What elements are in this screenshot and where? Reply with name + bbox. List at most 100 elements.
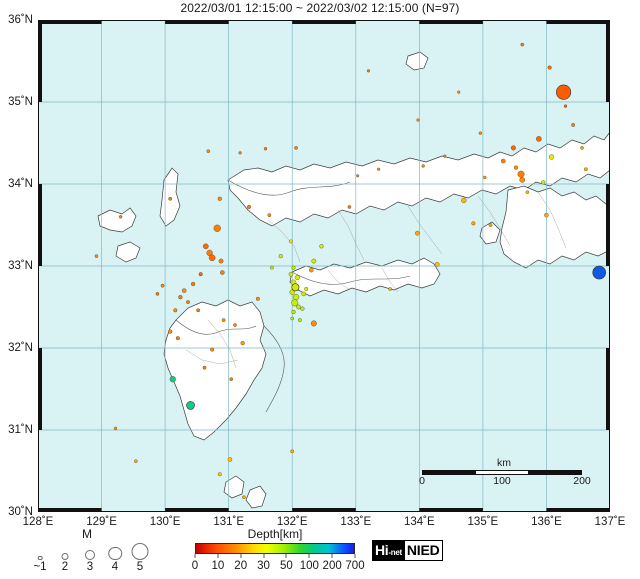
epicenter-marker bbox=[421, 164, 425, 168]
epicenter-marker bbox=[247, 204, 251, 209]
lon-tick-label-137: 137˚E bbox=[594, 516, 626, 528]
page-title: 2022/03/01 12:15:00 ~ 2022/03/02 12:15:0… bbox=[180, 1, 460, 15]
lon-tick-label-136: 136˚E bbox=[531, 516, 562, 528]
epicenter-marker bbox=[267, 213, 272, 218]
epicenter-marker bbox=[478, 131, 482, 135]
epicenter-marker bbox=[294, 275, 300, 280]
scale-unit-label: km bbox=[497, 457, 511, 469]
magnitude-labels: ~1 2 3 4 5 bbox=[22, 561, 152, 576]
epicenter-marker bbox=[233, 323, 237, 327]
scale-bar: km 0 100 200 bbox=[418, 457, 591, 488]
epicenter-marker bbox=[434, 262, 440, 267]
epicenter-marker bbox=[196, 308, 201, 313]
lon-tick-label-128: 128˚E bbox=[22, 516, 54, 528]
epicenter-marker bbox=[519, 177, 526, 183]
magnitude-symbol-4 bbox=[108, 546, 122, 560]
scale-bar-graphic bbox=[422, 470, 582, 475]
lat-tick-label-34: 34˚N bbox=[8, 178, 33, 190]
epicenter-marker bbox=[203, 243, 209, 250]
epicenter-marker bbox=[319, 244, 324, 249]
epicenter-marker bbox=[242, 495, 246, 499]
magnitude-symbols bbox=[22, 542, 152, 561]
epicenter-marker bbox=[366, 69, 371, 73]
epicenter-marker bbox=[186, 401, 195, 410]
epicenter-marker bbox=[536, 136, 542, 142]
epicenter-marker bbox=[483, 175, 487, 180]
epicenter-marker bbox=[291, 265, 296, 270]
lon-tick-label-134: 134˚E bbox=[403, 516, 435, 528]
depth-legend-title: Depth[km] bbox=[247, 527, 303, 541]
landmasses bbox=[97, 51, 610, 509]
epicenter-marker bbox=[290, 449, 295, 454]
magnitude-symbol-2 bbox=[61, 553, 69, 560]
lat-tick-label-33: 33˚N bbox=[8, 260, 33, 272]
epicenter-marker bbox=[556, 84, 572, 100]
epicenter-marker bbox=[208, 254, 216, 262]
magnitude-label-3: 3 bbox=[86, 561, 94, 573]
epicenter-marker bbox=[202, 365, 207, 370]
depth-colorbar bbox=[195, 543, 355, 554]
epicenter-marker bbox=[525, 190, 530, 194]
depth-tick-30 bbox=[263, 554, 265, 558]
lat-tick-label-31: 31˚N bbox=[8, 424, 33, 436]
scale-tick-100: 100 bbox=[493, 475, 511, 487]
epicenter-marker bbox=[263, 147, 268, 151]
epicenter-marker bbox=[190, 281, 196, 287]
depth-tick-20 bbox=[240, 554, 242, 558]
epicenter-marker bbox=[168, 329, 173, 334]
epicenter-marker bbox=[178, 295, 183, 300]
depth-label-50: 50 bbox=[280, 560, 293, 572]
magnitude-symbol-5 bbox=[131, 543, 149, 560]
lat-tick-label-35: 35˚N bbox=[8, 96, 33, 108]
epicenter-marker bbox=[291, 299, 299, 307]
epicenter-marker bbox=[221, 318, 226, 322]
lon-tick-label-133: 133˚E bbox=[340, 516, 372, 528]
magnitude-label-4: 4 bbox=[111, 561, 119, 573]
epicenter-marker bbox=[291, 283, 300, 292]
scale-tick-labels: 0 100 200 bbox=[418, 475, 591, 488]
epicenter-marker bbox=[309, 267, 314, 273]
epicenter-marker bbox=[175, 336, 180, 341]
epicenter-marker bbox=[294, 146, 298, 150]
epicenter-marker bbox=[278, 254, 283, 259]
epicenter-marker bbox=[580, 146, 584, 150]
graticule bbox=[38, 20, 610, 512]
epicenter-marker bbox=[217, 472, 222, 477]
epicenter-marker bbox=[461, 197, 467, 204]
epicenter-marker bbox=[118, 215, 123, 219]
magnitude-label-2: 2 bbox=[61, 561, 69, 573]
depth-tick-100 bbox=[308, 554, 310, 558]
epicenter-marker bbox=[541, 180, 546, 185]
lat-tick-label-32: 32˚N bbox=[8, 342, 33, 354]
lon-tick-label-131: 131˚E bbox=[213, 516, 244, 528]
epicenter-marker bbox=[217, 196, 222, 201]
epicenter-marker bbox=[213, 224, 221, 232]
epicenter-marker bbox=[186, 300, 190, 304]
epicenter-marker bbox=[571, 123, 575, 127]
epicenter-marker bbox=[584, 167, 588, 172]
depth-label-100: 100 bbox=[299, 560, 319, 572]
depth-label-700: 700 bbox=[345, 560, 365, 572]
epicenter-marker bbox=[544, 212, 549, 218]
magnitude-symbol-3 bbox=[85, 550, 95, 560]
epicenter-marker bbox=[169, 376, 176, 383]
seismicity-map[interactable]: km 0 100 200 bbox=[38, 20, 610, 512]
epicenter-marker bbox=[206, 149, 211, 153]
epicenter-marker bbox=[94, 254, 99, 258]
epicenter-marker bbox=[301, 291, 306, 297]
magnitude-symbol-1 bbox=[37, 555, 43, 560]
epicenter-marker bbox=[310, 320, 317, 327]
depth-tick-200 bbox=[331, 554, 333, 558]
hinet-nied-logo: Hi-net NIED bbox=[372, 540, 443, 561]
epicenter-marker bbox=[443, 154, 447, 158]
epicenter-marker bbox=[240, 340, 245, 346]
epicenter-marker bbox=[520, 42, 525, 47]
nied-logo-text: NIED bbox=[403, 541, 442, 560]
epicenter-marker bbox=[289, 239, 293, 244]
epicenter-marker bbox=[210, 347, 215, 352]
lon-tick-label-135: 135˚E bbox=[467, 516, 499, 528]
epicenter-marker bbox=[356, 174, 360, 178]
depth-label-30: 30 bbox=[257, 560, 270, 572]
depth-tick-700 bbox=[354, 554, 356, 558]
epicenter-marker bbox=[592, 265, 606, 280]
